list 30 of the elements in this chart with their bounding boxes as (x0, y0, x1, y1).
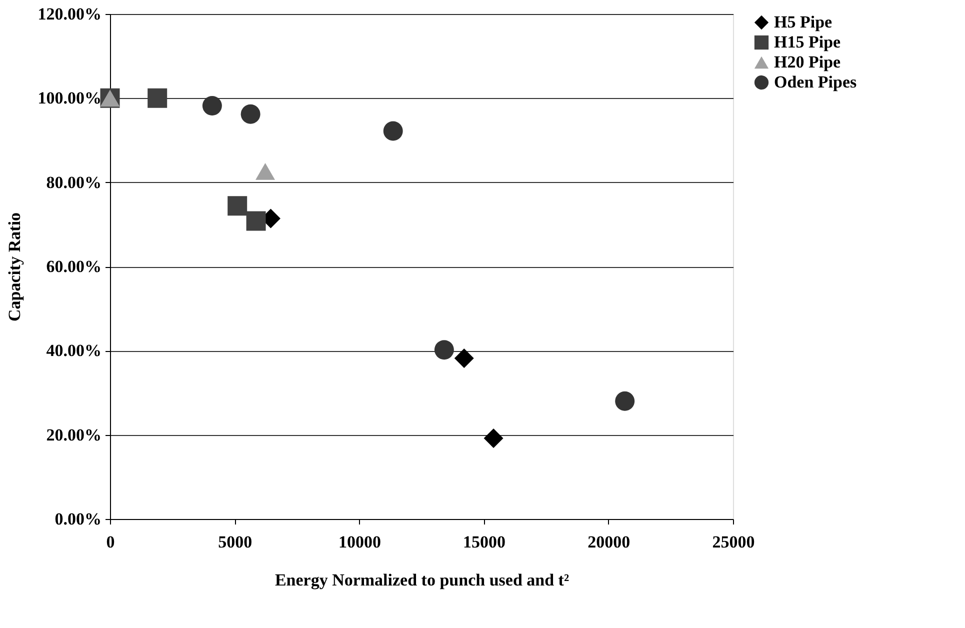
legend-label: Oden Pipes (774, 72, 858, 92)
legend-label: H20 Pipe (774, 52, 842, 72)
point (615, 391, 635, 411)
x-tick-label: 0 (106, 532, 115, 552)
y-tick-label: 0.00% (54, 510, 102, 528)
point (202, 96, 222, 116)
y-tick-label: 80.00% (46, 172, 102, 192)
point (228, 196, 248, 216)
y-tick-label: 60.00% (46, 257, 102, 276)
x-tick-label: 10000 (338, 532, 381, 552)
x-tick-label: 5000 (218, 532, 252, 552)
x-tick-label: 20000 (588, 532, 630, 552)
point (256, 162, 275, 180)
x-tick-label: 15000 (463, 532, 506, 552)
point (454, 348, 474, 368)
legend-label: H15 Pipe (774, 32, 842, 52)
y-axis-title: Capacity Ratio (4, 212, 24, 322)
point (148, 88, 168, 108)
point (434, 340, 454, 360)
y-tick-label: 40.00% (46, 341, 102, 360)
point (484, 428, 504, 448)
x-tick-label: 25000 (712, 532, 755, 552)
y-tick-label: 100.00% (38, 88, 102, 108)
x-axis-title: Energy Normalized to punch used and t² (274, 570, 570, 590)
point (240, 104, 260, 124)
y-tick-label: 120.00% (38, 4, 102, 24)
legend-label: H5 Pipe (774, 12, 833, 32)
point (246, 211, 266, 231)
y-tick-label: 20.00% (46, 425, 102, 444)
point (383, 121, 403, 141)
